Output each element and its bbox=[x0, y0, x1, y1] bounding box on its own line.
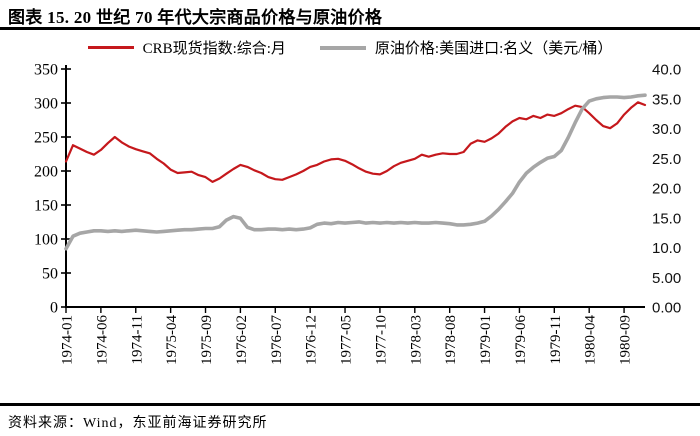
left-axis-label: 50 bbox=[42, 266, 58, 283]
x-axis-label: 1976-02 bbox=[234, 315, 250, 365]
x-axis-label: 1979-01 bbox=[478, 315, 494, 365]
left-axis-label: 350 bbox=[34, 62, 58, 79]
x-axis-label: 1979-11 bbox=[548, 315, 564, 364]
right-axis-label: 20.0 bbox=[652, 181, 681, 198]
oil-line-swatch bbox=[319, 45, 366, 50]
legend-label-oil: 原油价格:美国进口:名义（美元/桶） bbox=[374, 41, 613, 57]
x-axis-label: 1978-08 bbox=[443, 315, 459, 365]
legend-item-oil: 原油价格:美国进口:名义（美元/桶） bbox=[319, 37, 613, 58]
legend: CRB现货指数:综合:月 原油价格:美国进口:名义（美元/桶） bbox=[0, 37, 700, 58]
right-axis-label: 35.0 bbox=[652, 91, 681, 108]
x-axis-label: 1980-04 bbox=[583, 315, 599, 365]
x-axis-label: 1974-01 bbox=[60, 315, 76, 365]
left-axis-label: 250 bbox=[34, 130, 58, 147]
left-axis-label: 0 bbox=[50, 300, 58, 317]
legend-label-crb: CRB现货指数:综合:月 bbox=[142, 41, 286, 57]
left-axis-label: 150 bbox=[34, 198, 58, 215]
oil-price-series-line bbox=[64, 93, 647, 251]
x-axis-label: 1977-05 bbox=[339, 315, 355, 365]
x-axis-label: 1977-10 bbox=[373, 315, 389, 365]
chart-title: 图表 15. 20 世纪 70 年代大宗商品价格与原油价格 bbox=[8, 8, 383, 27]
left-axis-label: 300 bbox=[34, 96, 58, 113]
legend-item-crb: CRB现货指数:综合:月 bbox=[87, 37, 286, 58]
left-axis-label: 200 bbox=[34, 164, 58, 181]
x-axis-label: 1980-09 bbox=[618, 315, 634, 365]
right-axis-label: 25.0 bbox=[652, 151, 681, 168]
x-axis-label: 1976-07 bbox=[269, 315, 285, 365]
right-axis-label: 40.0 bbox=[652, 62, 681, 79]
x-axis-label: 1975-04 bbox=[164, 315, 180, 365]
x-axis-label: 1978-03 bbox=[408, 315, 424, 365]
title-rule bbox=[0, 27, 700, 30]
crb-line-swatch bbox=[87, 46, 134, 49]
left-axis-label: 100 bbox=[34, 232, 58, 249]
right-axis-label: 15.0 bbox=[652, 210, 681, 227]
x-axis-label: 1974-06 bbox=[94, 315, 110, 365]
right-axis-label: 0.00 bbox=[652, 300, 681, 317]
x-axis-label: 1976-12 bbox=[304, 315, 320, 365]
source-note: 资料来源：Wind，东亚前海证券研究所 bbox=[8, 416, 268, 431]
x-axis-label: 1979-06 bbox=[513, 315, 529, 365]
right-axis-label: 30.0 bbox=[652, 121, 681, 138]
x-axis-label: 1975-09 bbox=[199, 315, 215, 365]
crb-series-line bbox=[64, 101, 647, 183]
x-axis-label: 1974-11 bbox=[129, 315, 145, 364]
right-axis-label: 10.0 bbox=[652, 240, 681, 257]
footer-rule bbox=[0, 403, 700, 406]
right-axis-label: 5.00 bbox=[652, 270, 681, 287]
